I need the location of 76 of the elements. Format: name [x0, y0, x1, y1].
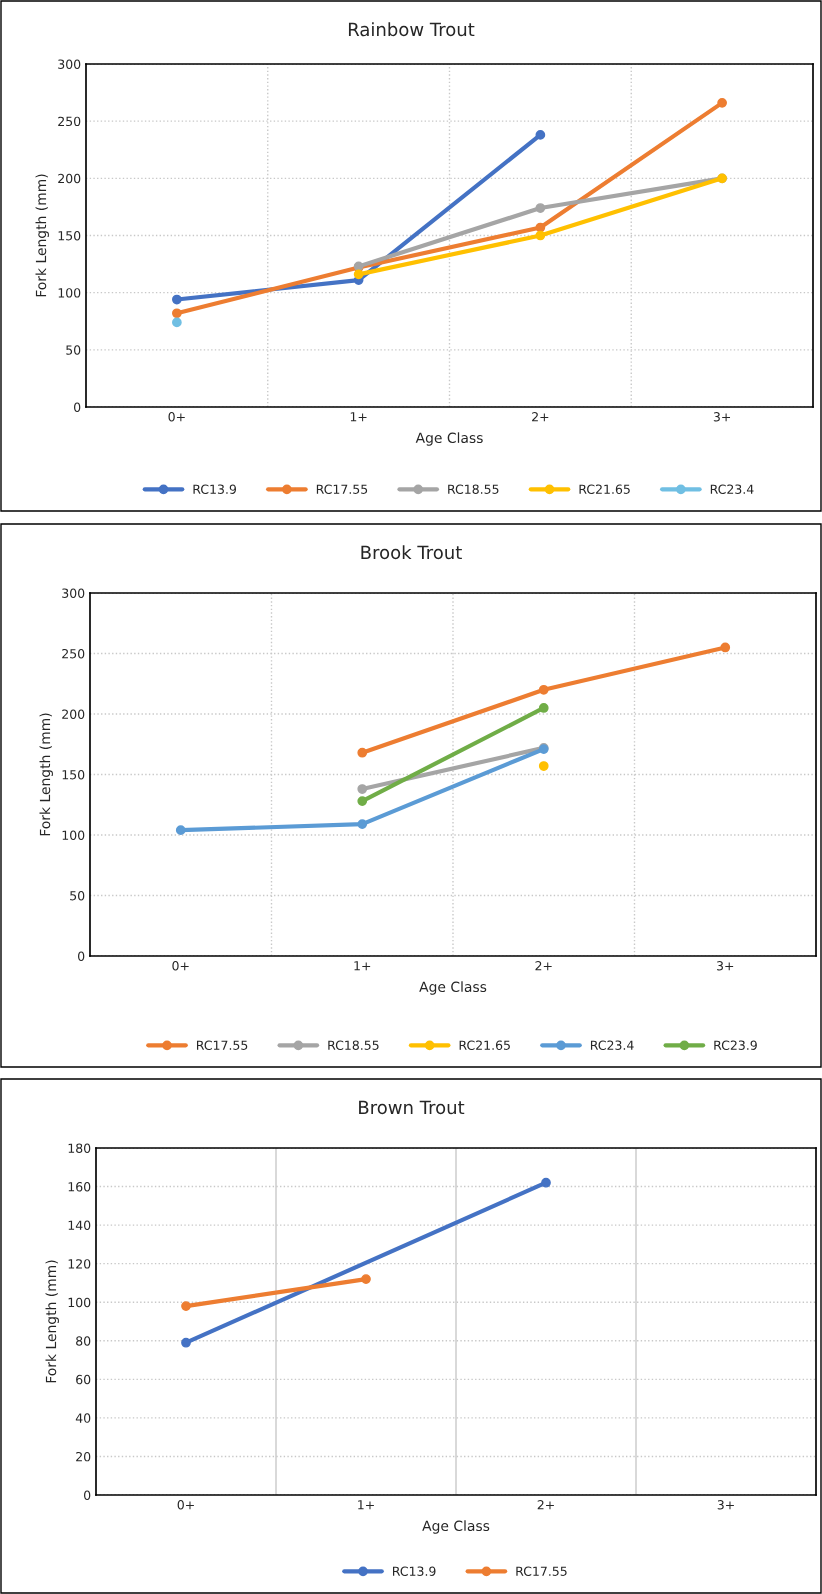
y-tick-label: 50: [70, 890, 85, 901]
y-tick-label: 20: [76, 1451, 91, 1462]
point: [172, 308, 182, 319]
point: [535, 203, 546, 213]
y-axis-title: Fork Length (mm): [45, 1260, 59, 1383]
point: [717, 98, 727, 108]
point: [175, 825, 186, 836]
legend-label: RC17.55: [516, 1566, 567, 1576]
x-tick-label: 3+: [717, 1500, 734, 1510]
legend-label: RC17.55: [196, 1040, 248, 1050]
chart-title: Brook Trout: [361, 545, 462, 560]
point: [357, 819, 368, 829]
y-tick-label: 100: [62, 830, 85, 840]
x-axis-title: Age Class: [415, 432, 483, 446]
y-tick-label: 60: [76, 1374, 91, 1385]
legend-label: RC18.55: [328, 1040, 379, 1050]
x-tick-label: 3+: [713, 412, 731, 422]
y-axis-title: Fork Length (mm): [39, 713, 53, 836]
y-axis-title: Fork Length (mm): [35, 174, 49, 297]
x-tick-label: 1+: [354, 961, 371, 971]
point: [357, 796, 368, 806]
point: [535, 230, 546, 241]
x-tick-label: 0+: [172, 961, 189, 971]
y-tick-label: 0: [74, 402, 81, 412]
x-tick-label: 1+: [358, 1500, 374, 1510]
legend-label: RC13.9: [193, 484, 237, 494]
legend-label: RC21.65: [579, 484, 630, 494]
x-tick-label: 3+: [716, 961, 734, 971]
y-tick-label: 140: [68, 1220, 91, 1231]
legend-label: RC21.65: [459, 1040, 510, 1050]
y-tick-label: 150: [62, 769, 85, 780]
point: [541, 1177, 551, 1188]
chart-title: Brown Trout: [359, 1100, 465, 1115]
legend-label: RC13.9: [393, 1566, 436, 1576]
x-tick-label: 2+: [535, 961, 552, 971]
point: [357, 784, 368, 794]
x-tick-label: 0+: [177, 1500, 194, 1510]
point: [353, 269, 364, 280]
y-tick-label: 300: [58, 59, 81, 69]
legend-label: RC17.55: [316, 484, 368, 494]
point: [538, 684, 549, 695]
point: [172, 294, 182, 305]
y-tick-label: 120: [68, 1259, 91, 1269]
point: [181, 1301, 191, 1311]
x-tick-label: 2+: [537, 1500, 554, 1510]
x-axis-title: Age Class: [419, 981, 487, 995]
y-tick-label: 0: [78, 951, 85, 961]
y-tick-label: 100: [58, 288, 81, 298]
y-tick-label: 0: [84, 1490, 91, 1500]
y-tick-label: 50: [66, 345, 81, 355]
y-tick-label: 160: [68, 1182, 91, 1192]
x-tick-label: 0+: [168, 412, 185, 422]
y-tick-label: 40: [75, 1413, 91, 1423]
y-tick-label: 300: [62, 588, 85, 598]
y-tick-label: 100: [68, 1297, 91, 1308]
y-tick-label: 80: [76, 1336, 91, 1346]
legend-label: RC18.55: [448, 484, 499, 494]
point: [361, 1274, 371, 1284]
y-tick-label: 250: [62, 648, 85, 659]
y-tick-label: 180: [68, 1143, 91, 1153]
y-tick-label: 200: [58, 173, 81, 184]
legend-label: RC23.4: [710, 484, 754, 494]
y-tick-label: 150: [58, 230, 81, 241]
point: [357, 747, 368, 758]
legend-label: RC23.9: [714, 1040, 757, 1050]
point: [720, 642, 731, 653]
chart-title: Rainbow Trout: [348, 22, 475, 37]
legend-label: RC23.4: [590, 1040, 634, 1050]
y-tick-label: 200: [62, 709, 85, 719]
x-tick-label: 1+: [350, 412, 367, 422]
x-axis-title: Age Class: [422, 1520, 490, 1534]
point: [538, 703, 549, 713]
point: [535, 130, 546, 140]
point: [181, 1337, 191, 1348]
x-tick-label: 2+: [532, 412, 549, 422]
y-tick-label: 250: [58, 116, 81, 127]
